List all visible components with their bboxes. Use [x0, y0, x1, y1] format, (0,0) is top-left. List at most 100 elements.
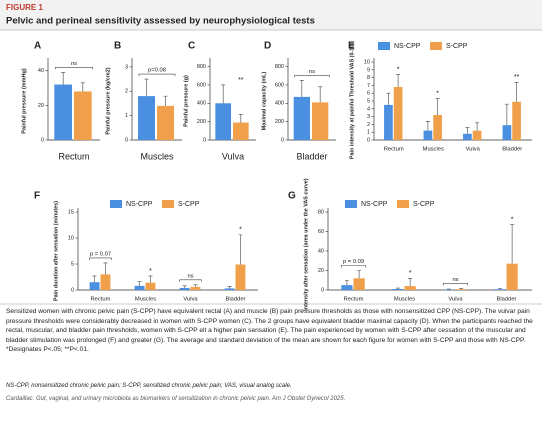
- y-tick-label: 2: [367, 122, 370, 128]
- y-tick-label: 800: [275, 64, 284, 70]
- significance-label: **: [514, 74, 520, 81]
- bar: [506, 263, 518, 290]
- panel-letter: D: [264, 41, 271, 52]
- error-bar: [103, 262, 108, 275]
- y-tick-label: 0: [71, 287, 74, 293]
- bar: [138, 96, 155, 140]
- y-tick-label: 1: [367, 130, 370, 136]
- significance-bracket: [89, 257, 112, 260]
- significance-bracket: [138, 73, 176, 77]
- y-tick-label: 600: [275, 82, 284, 88]
- error-bar: [163, 95, 168, 106]
- error-bar: [396, 74, 401, 87]
- bar: [235, 264, 246, 290]
- significance-label: ns: [71, 61, 77, 67]
- legend-label: NS-CPP: [361, 201, 388, 208]
- significance-label: p=0.08: [148, 68, 166, 74]
- bar: [312, 102, 329, 140]
- bar: [74, 91, 92, 140]
- x-tick-label: Vulva: [183, 297, 198, 303]
- significance-label: p = 0.09: [343, 259, 364, 265]
- y-tick-label: 0: [321, 287, 324, 293]
- panel-letter: C: [188, 41, 195, 52]
- x-tick-label: Rectum: [58, 151, 89, 161]
- error-bar: [299, 80, 304, 97]
- significance-label: ns: [452, 277, 458, 283]
- error-bar: [182, 285, 187, 288]
- y-tick-label: 2: [125, 89, 128, 95]
- y-tick-label: 20: [318, 268, 324, 274]
- error-bar: [238, 114, 243, 123]
- legend-label: S-CPP: [413, 201, 435, 208]
- x-tick-label: Vulva: [448, 297, 463, 303]
- x-tick-label: Bladder: [502, 147, 522, 153]
- y-axis-label: Pain intensity after sensation (area und…: [303, 178, 309, 312]
- bar: [224, 288, 235, 290]
- y-tick-label: 4: [367, 106, 370, 112]
- error-bar: [238, 234, 243, 265]
- legend-label: S-CPP: [446, 43, 468, 50]
- x-tick-label: Vulva: [222, 151, 244, 161]
- figure-label: FIGURE 1: [6, 3, 43, 12]
- figure: FIGURE 1 Pelvic and perineal sensitivity…: [0, 0, 542, 312]
- error-bar: [227, 286, 232, 289]
- legend-label: S-CPP: [178, 201, 200, 208]
- bar: [190, 286, 201, 290]
- error-bar: [144, 78, 149, 97]
- legend-label: NS-CPP: [394, 43, 421, 50]
- bar: [215, 103, 231, 140]
- bar: [433, 115, 442, 140]
- bar: [384, 104, 393, 140]
- y-tick-label: 15: [68, 209, 74, 215]
- legend-label: NS-CPP: [126, 201, 153, 208]
- y-axis-label: Pain duration after sensation (minutes): [53, 201, 59, 301]
- bar: [157, 105, 174, 140]
- bar: [293, 96, 310, 140]
- bar: [54, 84, 72, 140]
- y-tick-label: 8: [367, 75, 370, 81]
- x-tick-label: Muscles: [423, 147, 444, 153]
- error-bar: [425, 120, 430, 131]
- figure-title: Pelvic and perineal sensitivity assessed…: [6, 16, 315, 27]
- panel-letter: F: [34, 191, 40, 202]
- significance-label: ns: [309, 69, 315, 75]
- bar: [423, 130, 433, 140]
- y-tick-label: 0: [281, 137, 284, 143]
- y-tick-label: 0: [41, 137, 44, 143]
- error-bar: [504, 103, 509, 126]
- legend-swatch: [162, 200, 174, 208]
- y-tick-label: 3: [125, 64, 128, 70]
- error-bar: [193, 284, 198, 287]
- y-tick-label: 40: [318, 248, 324, 254]
- y-tick-label: 6: [367, 91, 370, 97]
- y-tick-label: 400: [197, 101, 206, 107]
- bar: [393, 86, 403, 140]
- significance-label: ns: [187, 273, 193, 279]
- x-tick-label: Muscles: [135, 297, 156, 303]
- significance-label: *: [436, 91, 439, 98]
- y-tick-label: 60: [318, 229, 324, 235]
- panel-letter: E: [348, 41, 355, 52]
- error-bar: [137, 281, 142, 286]
- bar: [494, 289, 506, 290]
- error-bar: [80, 82, 85, 92]
- legend-swatch: [110, 200, 122, 208]
- error-bar: [92, 275, 97, 283]
- bar: [472, 130, 482, 140]
- y-tick-label: 9: [367, 67, 370, 73]
- error-bar: [497, 287, 502, 290]
- y-axis-label: Painful pressure (g): [183, 75, 189, 127]
- y-tick-label: 800: [197, 64, 206, 70]
- bar: [233, 122, 249, 140]
- abbreviations: NS-CPP, nonsensitized chronic pelvic pai…: [6, 383, 292, 389]
- y-tick-label: 10: [68, 235, 74, 241]
- y-tick-label: 10: [364, 59, 370, 65]
- y-axis-label: Painful pressure (kg/cm2): [105, 67, 111, 134]
- x-tick-label: Vulva: [466, 147, 481, 153]
- x-tick-label: Bladder: [226, 297, 246, 303]
- significance-label: *: [397, 66, 400, 73]
- error-bar: [510, 224, 515, 264]
- y-tick-label: 3: [367, 114, 370, 120]
- y-axis-label: Maximal capacity (mL): [261, 71, 267, 130]
